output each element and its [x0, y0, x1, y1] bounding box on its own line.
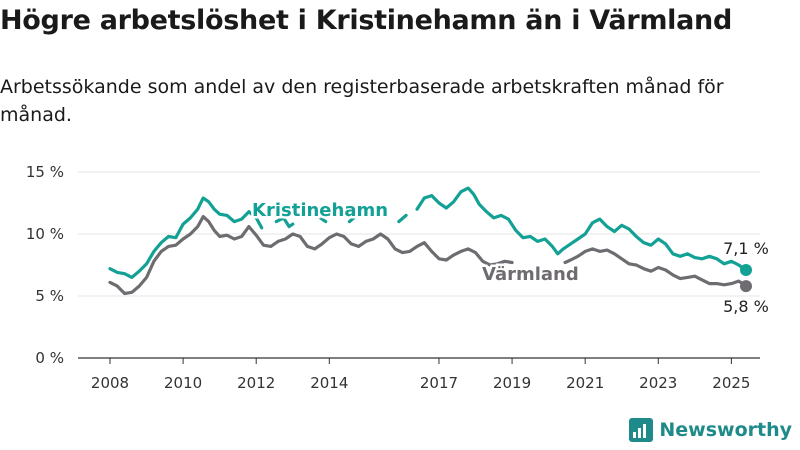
chart-subtitle: Arbetssökande som andel av den registerb…	[0, 76, 724, 126]
x-tick-label: 2010	[164, 374, 202, 392]
grid-layer	[78, 171, 760, 359]
brand-name: Newsworthy	[659, 419, 792, 441]
x-tick-label: 2017	[420, 374, 458, 392]
series-name-label: Värmland	[482, 264, 579, 285]
series-end-point	[740, 263, 752, 276]
series-line-kristinehamn	[347, 213, 359, 224]
y-tick-label: 0 %	[35, 349, 64, 367]
y-axis-ticks: 0 % 5 % 10 % 15 %	[26, 163, 64, 367]
x-tick-label: 2023	[639, 374, 677, 392]
chart-title: Högre arbetslöshet i Kristinehamn än i V…	[0, 5, 732, 36]
y-tick-label: 15 %	[26, 163, 64, 181]
series-line-kristinehamn	[274, 216, 295, 229]
series-line-kristinehamn	[415, 186, 748, 272]
series-labels: Kristinehamn Värmland 7,1 % 5,8 %	[250, 198, 769, 317]
x-tick-label: 2019	[493, 374, 531, 392]
y-tick-label: 5 %	[35, 287, 64, 305]
x-tick-label: 2012	[237, 374, 275, 392]
series-line-kristinehamn	[108, 196, 264, 279]
x-tick-label: 2021	[566, 374, 604, 392]
series-line-varmland	[563, 247, 748, 288]
x-tick-label: 2025	[712, 374, 750, 392]
x-axis-ticks: 2008 2010 2012 2014 2017 2019 2021 2023 2025	[91, 358, 750, 392]
y-tick-label: 10 %	[26, 225, 64, 243]
series-line-kristinehamn	[316, 215, 328, 224]
series-layer	[108, 186, 752, 296]
x-tick-label: 2014	[310, 374, 348, 392]
brand: Newsworthy	[629, 418, 792, 442]
series-name-label: Kristinehamn	[252, 200, 388, 221]
series-end-value-label: 7,1 %	[723, 239, 769, 258]
bar-chart-logo-icon	[629, 418, 654, 442]
series-end-point	[740, 280, 752, 293]
x-tick-label: 2008	[91, 374, 129, 392]
series-end-value-label: 5,8 %	[723, 297, 769, 316]
series-line-kristinehamn	[397, 213, 408, 224]
series-line-varmland	[108, 215, 514, 296]
